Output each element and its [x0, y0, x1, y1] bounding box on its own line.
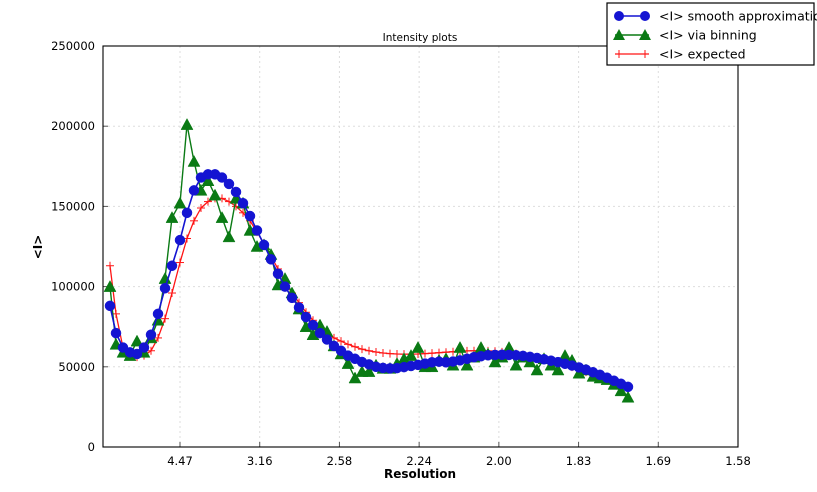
plot-frame — [102, 45, 739, 448]
y-tick-label: 50000 — [58, 360, 95, 374]
y-tick-label: 200000 — [51, 119, 95, 133]
series-smooth-approximation — [104, 169, 634, 393]
plot-title: Intensity plots — [383, 32, 458, 44]
x-tick-label: 1.58 — [725, 454, 751, 468]
x-axis-title: Resolution — [384, 467, 456, 481]
chart-legend[interactable]: <I> smooth approximation <I> via binning <… — [606, 2, 817, 66]
legend-label: <I> expected — [659, 47, 746, 62]
y-axis-title: <I> — [31, 235, 45, 260]
data-series-layer — [103, 118, 635, 403]
y-tick-label: 250000 — [51, 39, 95, 53]
x-axis-tick-labels: 4.47 3.16 2.58 2.24 2.00 1.83 1.69 1.58 — [167, 454, 751, 468]
legend-item[interactable]: <I> smooth approximation — [614, 9, 817, 24]
legend-item[interactable]: <I> via binning — [613, 28, 757, 43]
x-tick-label: 2.24 — [406, 454, 432, 468]
x-tick-label: 2.58 — [327, 454, 353, 468]
x-tick-label: 1.69 — [645, 454, 671, 468]
x-tick-label: 4.47 — [167, 454, 193, 468]
gridlines — [103, 45, 739, 447]
y-tick-label: 0 — [88, 440, 95, 454]
x-tick-label: 3.16 — [247, 454, 273, 468]
legend-item[interactable]: <I> expected — [615, 47, 746, 62]
x-tick-label: 2.00 — [486, 454, 512, 468]
y-tick-label: 100000 — [51, 280, 95, 294]
y-tick-label: 150000 — [51, 199, 95, 213]
x-tick-label: 1.83 — [566, 454, 592, 468]
y-axis-tick-labels: 0 50000 100000 150000 200000 250000 — [51, 39, 95, 454]
legend-label: <I> via binning — [659, 28, 757, 43]
legend-label: <I> smooth approximation — [659, 9, 817, 24]
